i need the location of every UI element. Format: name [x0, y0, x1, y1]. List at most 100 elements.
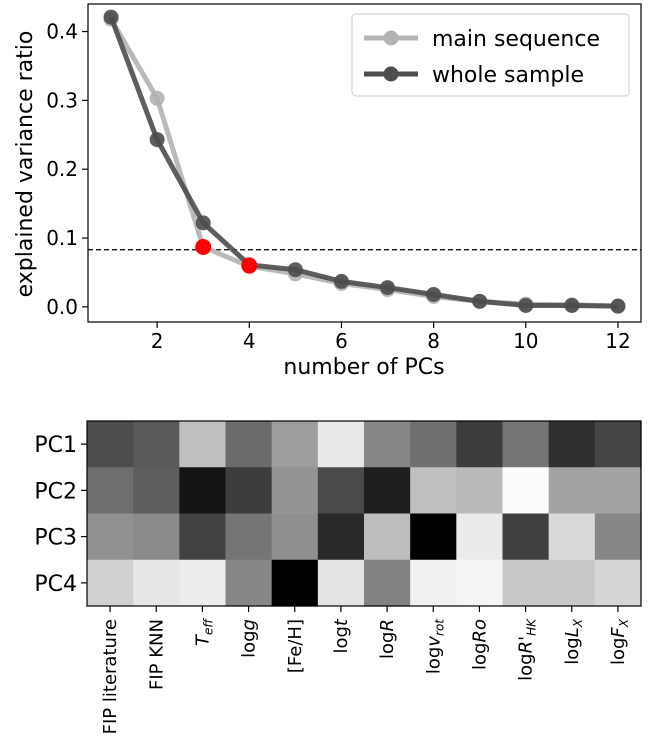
heatmap-cells	[87, 421, 642, 607]
heatmap-cell	[456, 513, 504, 561]
col-label: logg	[239, 619, 260, 658]
heatmap-cell	[410, 513, 457, 561]
col-label: logvrot	[423, 618, 446, 674]
heatmap-cell	[179, 467, 227, 515]
highlight-point	[195, 238, 212, 255]
series-point	[333, 273, 349, 289]
heatmap-cell	[87, 559, 134, 607]
heatmap-cell	[456, 421, 504, 468]
heatmap-cell	[364, 559, 411, 607]
x-axis-ticks: 2 4 6 8 10 12	[151, 322, 631, 353]
series-point	[426, 286, 442, 302]
heatmap-cell	[271, 467, 319, 515]
legend-item: whole sample	[364, 63, 584, 88]
x-axis-label: number of PCs	[283, 355, 444, 380]
heatmap-frame	[86, 420, 642, 607]
heatmap-cell	[317, 513, 365, 561]
legend-marker	[383, 66, 399, 82]
col-label: [Fe/H]	[285, 619, 306, 673]
legend: main sequence whole sample	[351, 13, 630, 97]
heatmap-cell	[179, 421, 227, 468]
series-point	[287, 262, 303, 278]
series-point	[518, 297, 534, 313]
heatmap-cell	[133, 513, 180, 561]
y-axis-label: explained variance ratio	[13, 31, 38, 298]
legend-marker	[383, 30, 399, 46]
col-label: logFX	[608, 618, 631, 665]
row-label: PC1	[34, 433, 77, 458]
legend-item: main sequence	[364, 27, 600, 52]
y-tick-label: 0.4	[46, 20, 78, 44]
heatmap-row-labels: PC1 PC2 PC3 PC4	[34, 433, 87, 597]
heatmap-cell	[410, 467, 457, 515]
heatmap-cell	[87, 467, 134, 515]
x-tick-label: 10	[513, 329, 538, 353]
series-line	[108, 16, 618, 309]
heatmap-cell	[87, 513, 134, 561]
heatmap-cell	[225, 467, 273, 515]
x-tick-label: 4	[243, 329, 256, 353]
heatmap-cell	[548, 559, 596, 607]
heatmap-cell	[317, 467, 365, 515]
heatmap-cell	[594, 421, 642, 468]
legend-items: main sequence whole sample	[364, 27, 600, 88]
row-label: PC3	[34, 526, 77, 551]
col-label: Teff	[192, 618, 215, 646]
heatmap-cell	[317, 421, 365, 468]
col-label: logRo	[469, 619, 490, 670]
heatmap-cell	[271, 421, 319, 468]
heatmap-cell	[364, 421, 411, 468]
series-point	[380, 280, 396, 296]
heatmap-cell	[179, 559, 227, 607]
col-label: FIP KNN	[146, 619, 167, 690]
heatmap-cell	[133, 559, 180, 607]
col-label: logR	[377, 619, 398, 659]
variance-line-chart: 2 4 6 8 10 12 0.0 0.1 0.2 0.3 0.4 number of PCs e…	[13, 3, 642, 380]
col-label: logLX	[562, 618, 585, 664]
highlight-layer	[195, 238, 258, 274]
series-point	[195, 215, 211, 231]
heatmap-cell	[225, 421, 273, 468]
col-label: FIP literature	[100, 619, 121, 734]
pc-loading-heatmap: PC1 PC2 PC3 PC4 FIP literature FIP KNN Teff lo…	[34, 420, 642, 734]
x-tick-label: 2	[151, 329, 164, 353]
heatmap-cell	[225, 513, 273, 561]
heatmap-cell	[594, 559, 642, 607]
heatmap-cell	[456, 559, 504, 607]
series-point	[149, 132, 165, 148]
legend-box	[351, 13, 630, 97]
heatmap-column-labels: FIP literature FIP KNN Teff logg [Fe/H] logt l…	[100, 606, 631, 734]
heatmap-cell	[502, 421, 550, 468]
y-tick-label: 0.3	[46, 88, 78, 112]
heatmap-cell	[271, 513, 319, 561]
x-tick-label: 6	[335, 329, 348, 353]
heatmap-cell	[502, 513, 550, 561]
y-tick-label: 0.0	[46, 295, 78, 319]
row-label: PC4	[34, 572, 77, 597]
heatmap-cell	[456, 467, 504, 515]
series-layer	[103, 9, 626, 314]
plot-frame	[87, 3, 642, 323]
heatmap-cell	[548, 513, 596, 561]
heatmap-cell	[317, 559, 365, 607]
series-point	[103, 9, 119, 25]
heatmap-cell	[364, 513, 411, 561]
heatmap-cell	[594, 467, 642, 515]
heatmap-cell	[410, 559, 457, 607]
y-tick-label: 0.1	[46, 226, 78, 250]
col-label: logt	[331, 618, 352, 653]
heatmap-cell	[179, 513, 227, 561]
x-tick-label: 8	[427, 329, 440, 353]
heatmap-cell	[133, 421, 180, 468]
y-axis-ticks: 0.0 0.1 0.2 0.3 0.4	[46, 20, 88, 319]
series-point	[610, 298, 626, 314]
legend-label: main sequence	[432, 27, 600, 52]
heatmap-cell	[364, 467, 411, 515]
x-tick-label: 12	[605, 329, 630, 353]
series-point	[564, 297, 580, 313]
col-label: logR'HK	[516, 618, 539, 681]
heatmap-cell	[502, 559, 550, 607]
heatmap-cell	[225, 559, 273, 607]
heatmap-cell	[548, 467, 596, 515]
